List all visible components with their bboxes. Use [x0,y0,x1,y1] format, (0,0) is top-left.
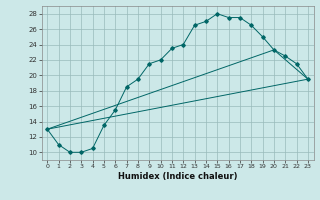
X-axis label: Humidex (Indice chaleur): Humidex (Indice chaleur) [118,172,237,181]
